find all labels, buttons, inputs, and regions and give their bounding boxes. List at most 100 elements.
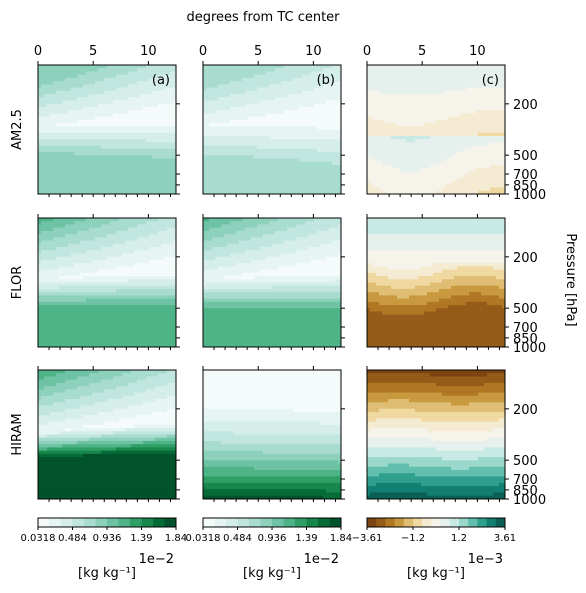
contour-cell bbox=[263, 190, 267, 194]
contour-cell bbox=[382, 103, 386, 108]
contour-cell bbox=[451, 116, 455, 121]
contour-cell bbox=[320, 68, 324, 73]
contour-cell bbox=[71, 145, 75, 150]
contour-cell bbox=[293, 71, 297, 76]
contour-cell bbox=[221, 116, 225, 121]
contour-cell bbox=[116, 135, 120, 140]
contour-cell bbox=[448, 174, 452, 179]
contour-cell bbox=[296, 126, 300, 131]
contour-cell bbox=[326, 142, 330, 147]
contour-cell bbox=[385, 106, 389, 111]
contour-cell bbox=[137, 152, 141, 156]
contour-cell bbox=[308, 119, 312, 124]
contour-cell bbox=[56, 68, 60, 73]
contour-cell bbox=[167, 77, 171, 82]
contour-cell bbox=[41, 129, 45, 134]
contour-cell bbox=[95, 68, 99, 73]
contour-cell bbox=[335, 94, 339, 98]
contour-cell bbox=[308, 97, 312, 102]
contour-cell bbox=[409, 100, 413, 105]
contour-cell bbox=[113, 126, 117, 131]
contour-cell bbox=[74, 126, 78, 131]
contour-cell bbox=[167, 132, 171, 137]
contour-cell bbox=[86, 171, 90, 176]
contour-cell bbox=[92, 132, 96, 137]
contour-cell bbox=[215, 152, 219, 156]
contour-cell bbox=[53, 116, 57, 121]
contour-cell bbox=[409, 184, 413, 189]
contour-cell bbox=[86, 77, 90, 82]
contour-cell bbox=[203, 184, 207, 189]
contour-cell bbox=[373, 126, 377, 131]
contour-cell bbox=[131, 119, 135, 124]
contour-cell bbox=[140, 135, 144, 140]
contour-cell bbox=[311, 187, 315, 192]
contour-cell bbox=[391, 129, 395, 134]
contour-cell bbox=[227, 142, 231, 147]
contour-cell bbox=[335, 171, 339, 176]
contour-cell bbox=[203, 106, 207, 111]
contour-cell bbox=[305, 164, 309, 169]
contour-cell bbox=[439, 177, 443, 182]
contour-cell bbox=[397, 113, 401, 118]
contour-cell bbox=[134, 103, 138, 108]
contour-cell bbox=[227, 126, 231, 131]
contour-cell bbox=[287, 68, 291, 73]
contour-cell bbox=[164, 94, 168, 98]
contour-cell bbox=[38, 87, 42, 92]
contour-cell bbox=[254, 174, 258, 179]
contour-cell bbox=[260, 97, 264, 102]
contour-cell bbox=[415, 113, 419, 118]
contour-cell bbox=[230, 123, 234, 127]
contour-cell bbox=[101, 68, 105, 73]
contour-cell bbox=[448, 142, 452, 147]
contour-cell bbox=[239, 135, 243, 140]
contour-cell bbox=[281, 190, 285, 194]
contour-cell bbox=[170, 100, 174, 105]
contour-cell bbox=[263, 81, 267, 85]
contour-cell bbox=[134, 181, 138, 185]
contour-cell bbox=[113, 177, 117, 182]
contour-cell bbox=[170, 187, 174, 192]
contour-cell bbox=[424, 90, 428, 95]
contour-cell bbox=[50, 77, 54, 82]
contour-cell bbox=[418, 123, 422, 127]
contour-cell bbox=[308, 110, 312, 114]
contour-cell bbox=[275, 87, 279, 92]
contour-cell bbox=[113, 161, 117, 166]
contour-cell bbox=[215, 145, 219, 150]
contour-cell bbox=[457, 181, 461, 185]
contour-cell bbox=[367, 71, 371, 76]
contour-cell bbox=[104, 68, 108, 73]
contour-cell bbox=[260, 187, 264, 192]
contour-cell bbox=[391, 184, 395, 189]
contour-cell bbox=[104, 84, 108, 89]
contour-cell bbox=[164, 119, 168, 124]
contour-cell bbox=[370, 103, 374, 108]
contour-cell bbox=[122, 129, 126, 134]
contour-cell bbox=[116, 126, 120, 131]
contour-cell bbox=[451, 155, 455, 160]
contour-cell bbox=[212, 142, 216, 147]
contour-cell bbox=[442, 74, 446, 79]
contour-cell bbox=[272, 113, 276, 118]
contour-cell bbox=[421, 132, 425, 137]
contour-cell bbox=[143, 158, 147, 163]
contour-cell bbox=[287, 100, 291, 105]
contour-cell bbox=[427, 161, 431, 166]
contour-cell bbox=[230, 126, 234, 131]
contour-cell bbox=[406, 145, 410, 150]
contour-cell bbox=[278, 181, 282, 185]
contour-cell bbox=[56, 71, 60, 76]
contour-cell bbox=[38, 77, 42, 82]
contour-cell bbox=[299, 181, 303, 185]
contour-cell bbox=[427, 110, 431, 114]
contour-cell bbox=[403, 184, 407, 189]
contour-cell bbox=[302, 106, 306, 111]
contour-cell bbox=[83, 164, 87, 169]
contour-cell bbox=[275, 100, 279, 105]
contour-cell bbox=[436, 77, 440, 82]
contour-cell bbox=[143, 113, 147, 118]
contour-cell bbox=[143, 174, 147, 179]
contour-cell bbox=[442, 145, 446, 150]
